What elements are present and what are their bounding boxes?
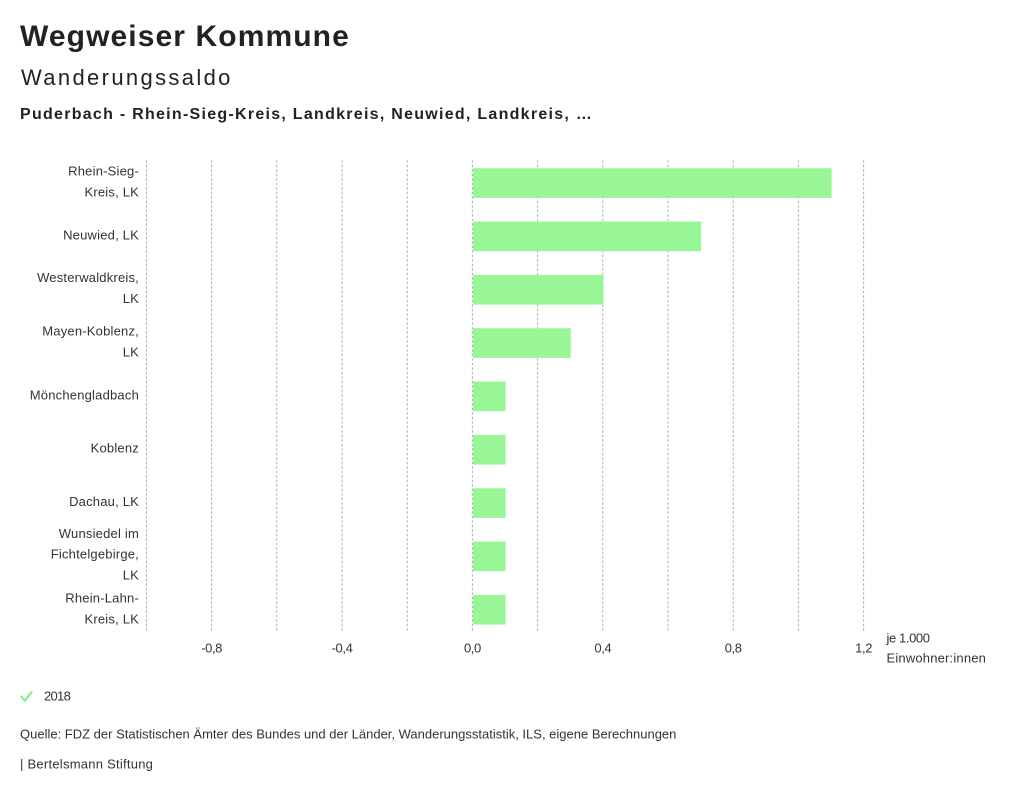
svg-text:Wunsiedel im: Wunsiedel im xyxy=(59,526,139,541)
svg-text:1,2: 1,2 xyxy=(855,640,872,655)
svg-text:Kreis, LK: Kreis, LK xyxy=(84,185,139,200)
svg-text:je 1.000: je 1.000 xyxy=(886,631,930,646)
svg-text:Rhein-Lahn-: Rhein-Lahn- xyxy=(65,590,139,605)
svg-text:Einwohner:innen: Einwohner:innen xyxy=(887,651,987,666)
svg-text:0,4: 0,4 xyxy=(594,640,611,655)
svg-text:LK: LK xyxy=(123,345,139,360)
svg-text:-0,8: -0,8 xyxy=(201,640,222,655)
svg-text:LK: LK xyxy=(123,291,139,306)
svg-text:LK: LK xyxy=(123,568,139,583)
svg-text:0,8: 0,8 xyxy=(725,640,742,655)
svg-text:Rhein-Sieg-: Rhein-Sieg- xyxy=(68,164,139,179)
svg-text:Dachau, LK: Dachau, LK xyxy=(69,494,139,509)
svg-text:-0,4: -0,4 xyxy=(332,640,353,655)
svg-text:Fichtelgebirge,: Fichtelgebirge, xyxy=(51,547,139,562)
svg-text:Westerwaldkreis,: Westerwaldkreis, xyxy=(37,270,139,285)
svg-text:Neuwied, LK: Neuwied, LK xyxy=(63,227,139,242)
svg-text:Quelle: FDZ der Statistischen: Quelle: FDZ der Statistischen Ämter des … xyxy=(20,727,676,742)
svg-text:Kreis, LK: Kreis, LK xyxy=(84,611,139,626)
svg-text:Koblenz: Koblenz xyxy=(91,441,139,456)
svg-text:| Bertelsmann Stiftung: | Bertelsmann Stiftung xyxy=(20,756,153,771)
svg-text:Mayen-Koblenz,: Mayen-Koblenz, xyxy=(42,324,139,339)
svg-text:2018: 2018 xyxy=(44,688,71,703)
svg-text:Mönchengladbach: Mönchengladbach xyxy=(30,387,139,402)
svg-text:0,0: 0,0 xyxy=(464,640,481,655)
